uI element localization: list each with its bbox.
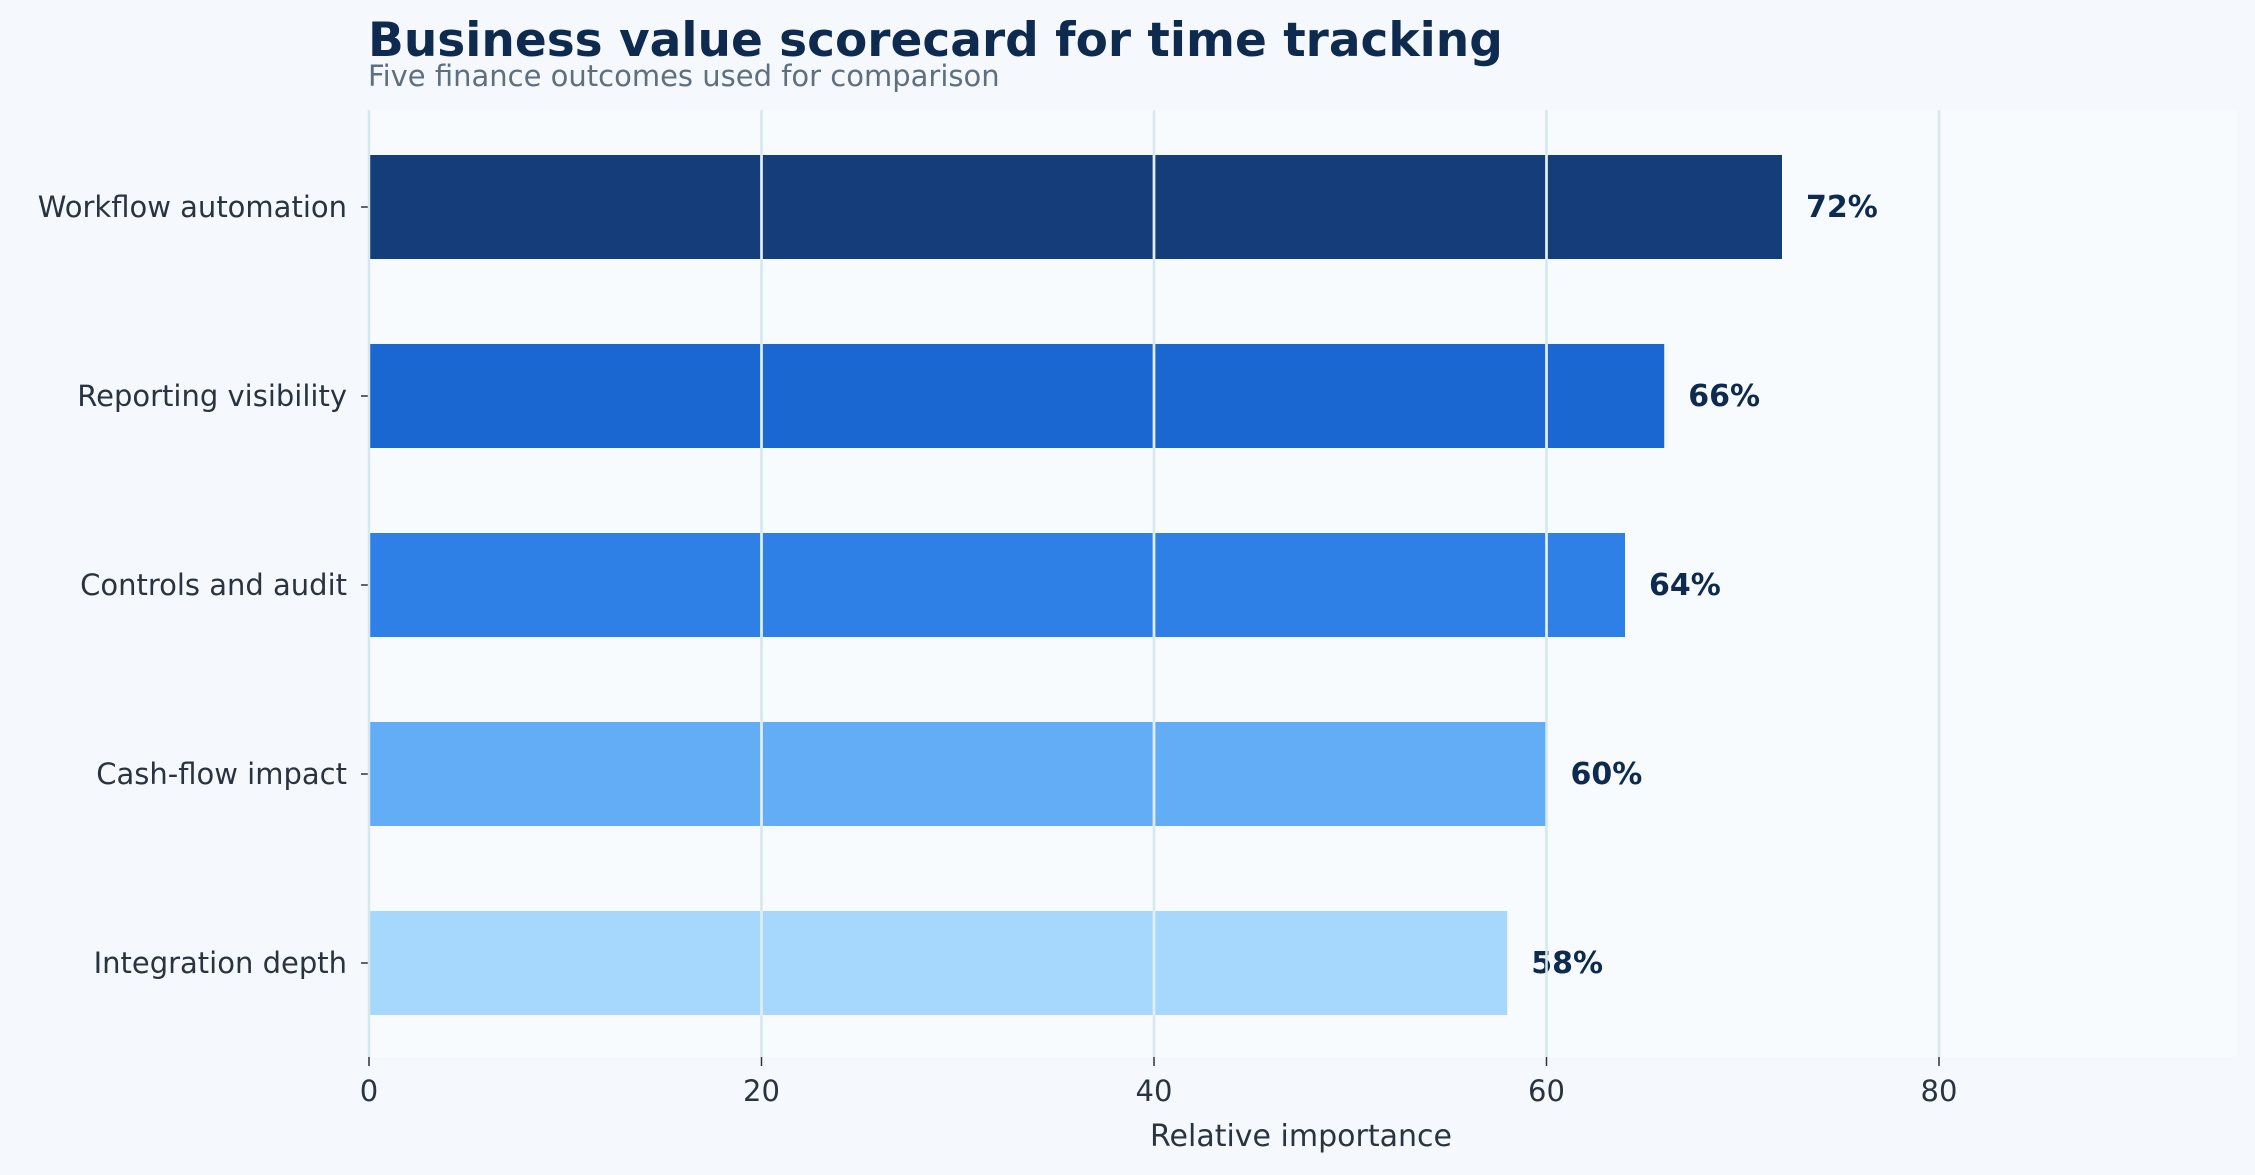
- bar-4: [369, 722, 1547, 826]
- bar-value-label-2: 66%: [1688, 379, 1760, 414]
- bar-3: [369, 533, 1625, 637]
- y-tick-label-4: Cash-flow impact: [96, 757, 347, 791]
- bar-5: [369, 911, 1508, 1015]
- chart-title: Business value scorecard for time tracki…: [368, 13, 1503, 68]
- x-tick-label-80: 80: [1921, 1074, 1958, 1108]
- bar-value-label-4: 60%: [1571, 757, 1643, 792]
- x-tick-label-40: 40: [1136, 1074, 1173, 1108]
- bar-value-label-1: 72%: [1806, 190, 1878, 225]
- x-tick-label-0: 0: [360, 1074, 378, 1108]
- y-tick-label-5: Integration depth: [94, 946, 347, 980]
- axis-layer: Workflow automation Reporting visibility C…: [38, 110, 1958, 1108]
- bar-value-label-3: 64%: [1649, 568, 1721, 603]
- x-tick-label-60: 60: [1528, 1074, 1565, 1108]
- chart-subtitle: Five finance outcomes used for compariso…: [368, 59, 1000, 93]
- y-tick-label-1: Workflow automation: [38, 190, 347, 224]
- bar-1: [369, 155, 1782, 259]
- x-axis-label: Relative importance: [1150, 1119, 1452, 1154]
- bar-2: [369, 344, 1665, 448]
- x-tick-label-20: 20: [743, 1074, 780, 1108]
- y-tick-label-2: Reporting visibility: [77, 379, 347, 413]
- bar-value-label-5: 58%: [1531, 946, 1603, 981]
- y-tick-label-3: Controls and audit: [80, 568, 347, 602]
